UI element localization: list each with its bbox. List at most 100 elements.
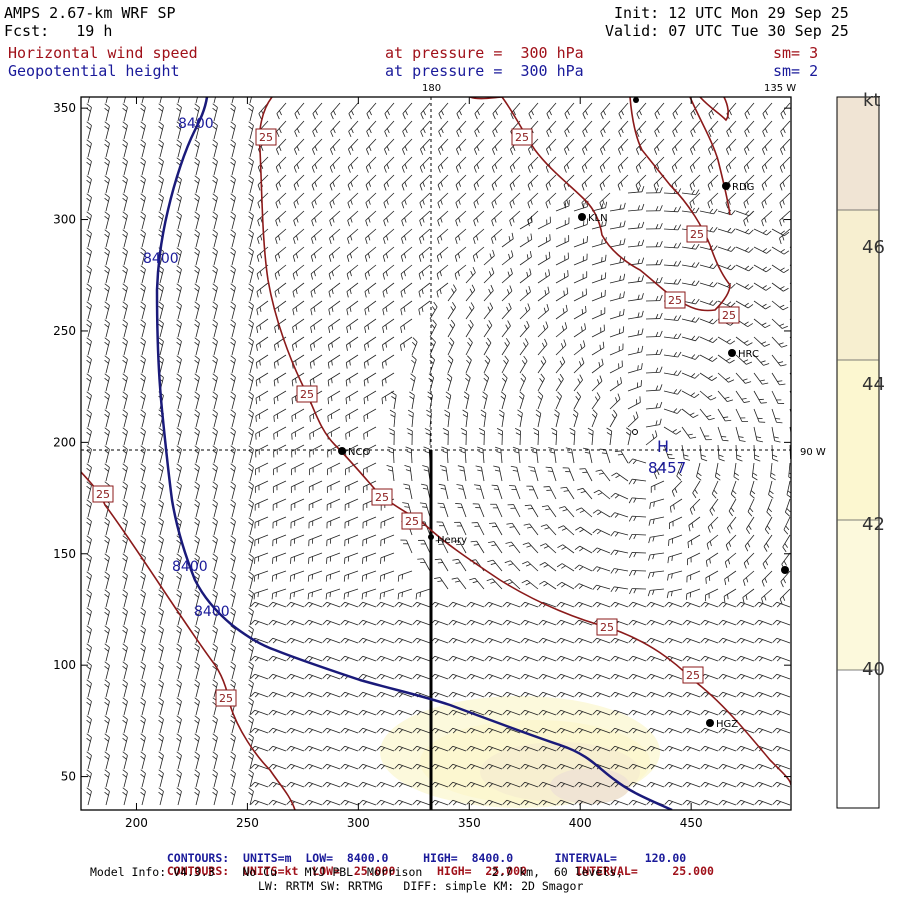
wind-barb — [382, 264, 395, 280]
wind-barb — [294, 120, 305, 138]
wind-barb — [753, 282, 772, 291]
wind-barb — [376, 727, 395, 734]
wind-barb — [194, 229, 200, 248]
wind-barb — [663, 278, 682, 285]
wind-barb — [526, 485, 539, 500]
wind-barb — [718, 637, 737, 644]
wind-barb — [736, 673, 755, 680]
wind-barb — [140, 409, 146, 428]
wind-barb — [366, 120, 377, 138]
wind-barb — [248, 211, 254, 230]
wind-barb — [628, 515, 647, 522]
wind-barb — [663, 426, 682, 435]
wind-barb — [358, 637, 377, 644]
wind-barb — [158, 769, 164, 788]
wind-barb — [86, 787, 92, 806]
wind-barb — [689, 498, 701, 515]
wind-barb — [274, 264, 287, 280]
wind-barb — [340, 727, 359, 734]
wind-barb — [610, 586, 629, 593]
wind-barb — [286, 709, 305, 716]
wind-barb — [489, 522, 503, 536]
wind-barb — [122, 427, 128, 446]
wind-barb — [520, 799, 539, 806]
station-marker-nco — [338, 447, 346, 455]
wind-barb — [664, 673, 683, 680]
wind-barb — [286, 727, 305, 734]
wind-barb — [386, 464, 395, 482]
wind-barb — [591, 201, 608, 212]
wind-barb — [593, 489, 611, 500]
wind-barb — [761, 570, 773, 587]
wind-barb — [328, 336, 341, 351]
wind-barb — [327, 390, 341, 405]
wind-barb — [291, 426, 305, 440]
wind-barb — [627, 186, 645, 194]
wind-barb — [104, 517, 110, 536]
wind-barb — [140, 445, 146, 464]
wind-barb — [618, 138, 629, 155]
wind-barb — [770, 462, 776, 481]
wind-barb — [86, 139, 92, 158]
footer-model-info: Model Info: V4.3.3 No Cu MYJ PBL Morriso… — [90, 865, 624, 879]
wind-barb — [771, 390, 785, 405]
wind-barb — [581, 156, 593, 173]
y-tick-label: 50 — [61, 770, 76, 784]
wind-barb — [554, 409, 560, 428]
wind-barb — [268, 745, 287, 752]
wind-barb — [788, 462, 791, 479]
wind-barb — [628, 745, 647, 752]
wind-barb — [304, 691, 323, 698]
wind-barb — [231, 97, 234, 104]
wind-barb — [310, 318, 323, 334]
wind-barb — [448, 727, 467, 734]
wind-barb — [418, 539, 431, 554]
wind-barb — [700, 781, 719, 788]
wind-barb — [394, 691, 413, 698]
wind-barb — [195, 97, 198, 104]
wind-barb — [521, 579, 539, 590]
wind-barb — [599, 174, 611, 191]
wind-barb — [771, 354, 787, 367]
wind-barb — [382, 336, 395, 351]
wind-barb — [676, 462, 683, 481]
wind-barb — [483, 320, 493, 338]
wind-barb — [723, 588, 737, 603]
wind-barb — [310, 336, 323, 351]
wind-barb — [689, 156, 701, 173]
wind-barb — [705, 552, 719, 567]
wind-barb — [158, 553, 164, 572]
wind-barb — [465, 319, 474, 338]
wind-barb — [574, 799, 593, 806]
wind-barb — [212, 643, 218, 662]
wind-barb — [438, 120, 449, 138]
wind-barb — [717, 246, 736, 252]
wind-barb — [394, 781, 413, 788]
wind-barb — [753, 426, 763, 443]
wind-barb — [158, 625, 164, 644]
wind-barb — [483, 249, 495, 266]
wind-barb — [254, 516, 269, 529]
wind-barb — [248, 589, 254, 608]
wind-barb — [555, 217, 570, 230]
wind-barb — [465, 284, 476, 302]
wind-barb — [158, 607, 164, 626]
wind-barb — [717, 282, 736, 289]
wind-barb — [477, 446, 485, 464]
wind-barb — [376, 763, 395, 770]
wind-barb — [591, 375, 603, 392]
wind-barb — [582, 447, 593, 464]
wind-barb — [779, 192, 791, 209]
wind-barb — [600, 138, 611, 155]
wind-barb — [176, 427, 182, 446]
wind-barb — [86, 157, 92, 176]
wind-barb — [275, 174, 287, 191]
wind-barb — [358, 673, 377, 680]
wind-barb — [86, 589, 92, 608]
wind-barb — [654, 462, 665, 479]
wind-barb — [347, 228, 359, 245]
wind-barb — [250, 781, 269, 788]
wind-barb — [491, 156, 503, 173]
wind-barb — [681, 390, 700, 399]
wind-barb — [599, 448, 611, 464]
